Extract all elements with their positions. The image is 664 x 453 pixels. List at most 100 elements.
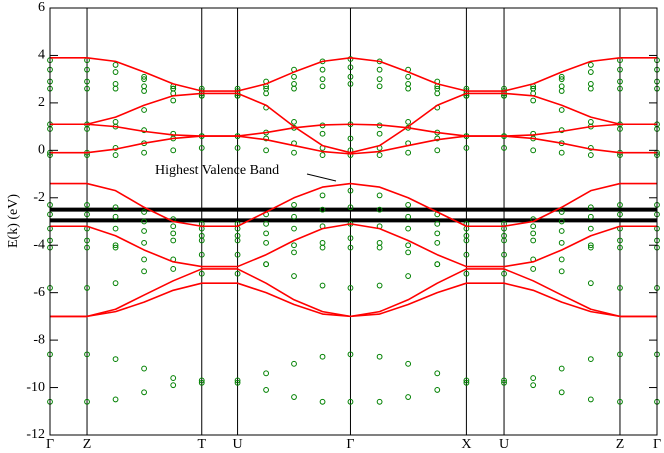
band-point bbox=[587, 225, 594, 232]
band-point bbox=[530, 382, 537, 389]
band-point bbox=[434, 370, 441, 377]
band-point bbox=[319, 206, 326, 213]
band-point bbox=[587, 81, 594, 87]
x-tick-label: Γ bbox=[46, 437, 54, 452]
band-point bbox=[141, 239, 147, 246]
band-point bbox=[347, 398, 354, 405]
band-point bbox=[291, 213, 297, 220]
band-point bbox=[376, 398, 383, 405]
band-point bbox=[501, 270, 507, 277]
band-point bbox=[617, 285, 623, 291]
band-point bbox=[530, 223, 537, 230]
band-point bbox=[587, 213, 594, 220]
band-point bbox=[501, 145, 507, 151]
band-point bbox=[84, 201, 90, 208]
band-point bbox=[405, 225, 412, 232]
band-point bbox=[558, 239, 565, 246]
band-point bbox=[291, 81, 297, 87]
band-point bbox=[501, 377, 507, 384]
band-point bbox=[141, 389, 147, 396]
band-line bbox=[50, 123, 657, 155]
y-tick-label: -10 bbox=[26, 380, 45, 395]
band-point bbox=[463, 145, 470, 151]
y-tick-label: -4 bbox=[33, 237, 45, 252]
band-point bbox=[558, 83, 565, 90]
band-line bbox=[50, 92, 657, 154]
band-point bbox=[319, 239, 326, 246]
band-point bbox=[84, 78, 90, 85]
band-point bbox=[617, 126, 623, 132]
band-point bbox=[291, 201, 297, 208]
band-point bbox=[141, 73, 147, 80]
band-point bbox=[84, 66, 90, 73]
band-point bbox=[587, 244, 594, 251]
band-point bbox=[463, 251, 470, 258]
band-point bbox=[405, 213, 412, 220]
band-point bbox=[319, 282, 326, 289]
band-point bbox=[405, 249, 412, 256]
band-point bbox=[84, 398, 90, 405]
band-point bbox=[198, 377, 205, 384]
band-point bbox=[463, 270, 470, 277]
band-point bbox=[558, 209, 565, 215]
band-point bbox=[501, 237, 507, 244]
band-point bbox=[530, 375, 537, 381]
band-line bbox=[50, 223, 657, 268]
band-point bbox=[405, 394, 412, 400]
band-point bbox=[141, 268, 147, 275]
band-point bbox=[376, 152, 383, 158]
band-point bbox=[141, 107, 147, 113]
band-point bbox=[376, 66, 383, 73]
band-point bbox=[319, 353, 326, 360]
band-point bbox=[263, 135, 269, 142]
band-point bbox=[347, 135, 354, 142]
band-point bbox=[617, 201, 623, 208]
y-tick-label: 2 bbox=[38, 95, 45, 110]
band-point bbox=[587, 356, 594, 362]
band-point bbox=[376, 239, 383, 246]
band-point bbox=[291, 273, 297, 279]
y-tick-label: -12 bbox=[26, 427, 45, 442]
band-point bbox=[463, 379, 470, 386]
band-point bbox=[376, 83, 383, 90]
band-point bbox=[558, 76, 565, 83]
band-point bbox=[376, 130, 383, 137]
band-point bbox=[112, 204, 119, 211]
data-layer bbox=[47, 56, 660, 405]
band-point bbox=[141, 218, 147, 225]
band-point bbox=[263, 220, 269, 227]
band-point bbox=[198, 237, 205, 244]
band-point bbox=[376, 192, 383, 199]
band-point bbox=[587, 85, 594, 92]
band-point bbox=[263, 90, 269, 97]
band-point bbox=[141, 76, 147, 83]
band-point bbox=[617, 237, 623, 244]
band-point bbox=[291, 73, 297, 80]
x-tick-label: X bbox=[461, 437, 471, 452]
band-point bbox=[141, 83, 147, 90]
band-point bbox=[587, 242, 594, 249]
band-point bbox=[405, 360, 412, 367]
band-point bbox=[263, 387, 269, 393]
band-point bbox=[112, 152, 119, 158]
band-point bbox=[84, 244, 90, 251]
band-point bbox=[434, 261, 441, 268]
band-point bbox=[617, 66, 623, 73]
plot-frame bbox=[49, 7, 658, 436]
band-point bbox=[558, 88, 565, 94]
band-point bbox=[319, 130, 326, 137]
band-point bbox=[558, 107, 565, 113]
band-point bbox=[291, 242, 297, 249]
band-point bbox=[112, 118, 119, 125]
band-point bbox=[405, 273, 412, 279]
band-point bbox=[558, 218, 565, 225]
band-point bbox=[463, 237, 470, 244]
band-point bbox=[263, 230, 269, 237]
band-point bbox=[617, 78, 623, 85]
band-point bbox=[347, 56, 354, 62]
band-point bbox=[558, 73, 565, 80]
band-point bbox=[112, 69, 119, 75]
band-point bbox=[558, 256, 565, 263]
band-point bbox=[141, 88, 147, 94]
band-point bbox=[112, 81, 119, 87]
